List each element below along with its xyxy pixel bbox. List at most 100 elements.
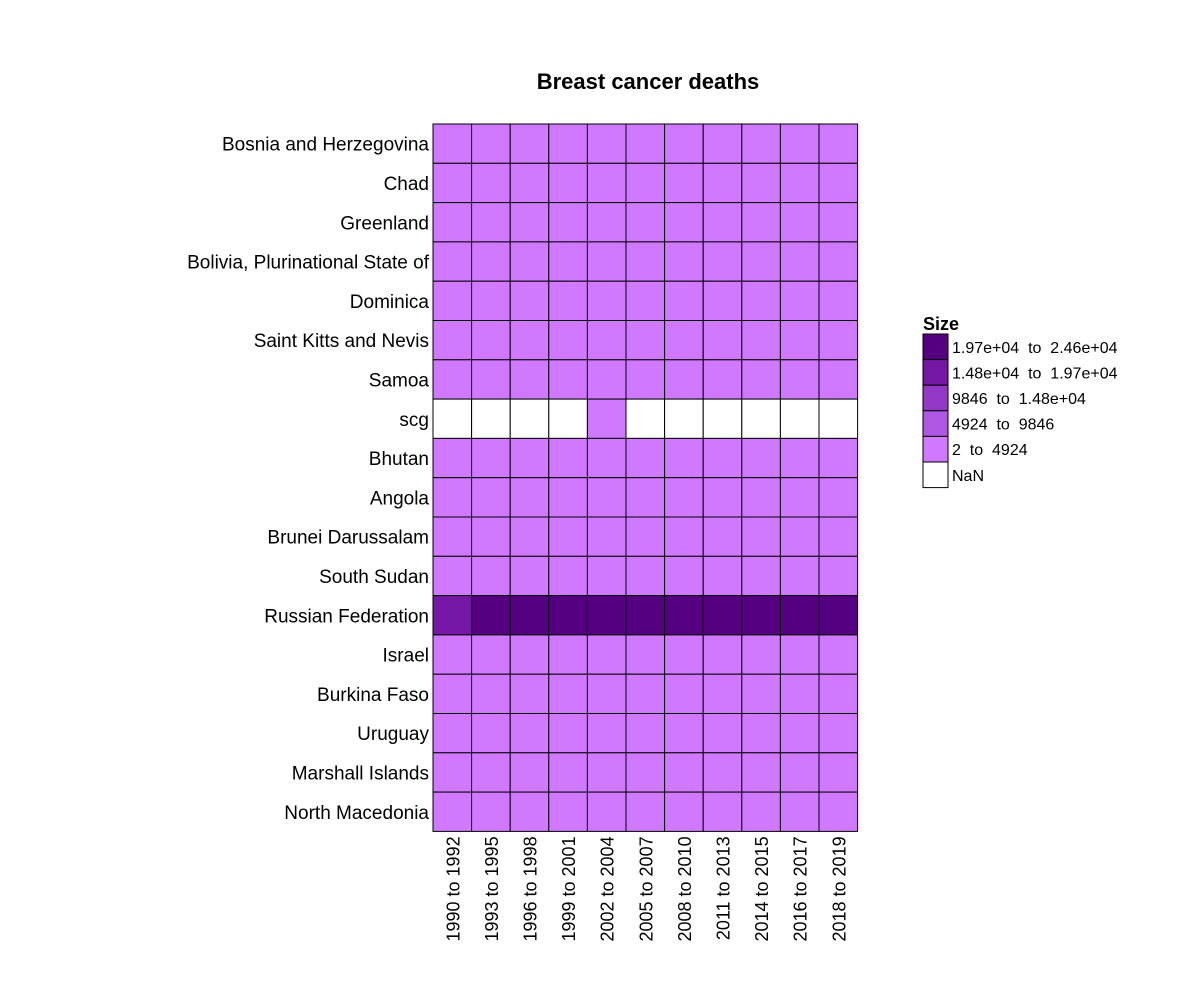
heatmap-cell	[741, 516, 781, 557]
row-label: Brunei Darussalam	[267, 528, 429, 549]
heatmap-cell	[818, 320, 859, 361]
column-labels: 1990 to 1992 1993 to 1995 1996 to 1998 1999…	[443, 836, 849, 941]
heatmap-cell	[509, 359, 550, 400]
heatmap-cell	[548, 752, 588, 793]
heatmap-cell	[779, 123, 820, 164]
column-label: 1999 to 2001	[559, 836, 579, 941]
row-label: Bosnia and Herzegovina	[222, 135, 429, 156]
heatmap-cell	[432, 791, 473, 832]
heatmap-cell	[625, 359, 666, 400]
heatmap-cell	[586, 595, 627, 636]
heatmap-cell	[779, 398, 820, 439]
heatmap-cell	[471, 516, 511, 557]
heatmap-cell	[509, 123, 550, 164]
heatmap-cell	[432, 555, 473, 597]
heatmap-cell	[741, 752, 781, 793]
heatmap-cell	[702, 320, 743, 361]
heatmap-cell	[779, 320, 820, 361]
heatmap-cell	[741, 123, 781, 164]
heatmap-cell	[471, 320, 511, 361]
heatmap-cell	[779, 713, 820, 754]
heatmap-cell	[741, 202, 781, 243]
heatmap-cell	[432, 202, 473, 243]
legend-swatch	[922, 435, 949, 463]
heatmap-cell	[548, 123, 588, 164]
heatmap-cell	[818, 123, 859, 164]
heatmap-cell	[586, 791, 627, 832]
heatmap-cell	[818, 280, 859, 322]
heatmap-cell	[702, 241, 743, 282]
column-label: 2014 to 2015	[752, 836, 772, 941]
heatmap-cells	[432, 123, 859, 832]
heatmap-cell	[432, 516, 473, 557]
heatmap-cell	[586, 320, 627, 361]
column-label: 2011 to 2013	[714, 836, 734, 940]
heatmap-cell	[625, 477, 666, 518]
legend-label: 2 to 4924	[952, 442, 1028, 459]
heatmap-cell	[432, 162, 473, 204]
heatmap-cell	[664, 202, 704, 243]
heatmap-cell	[586, 241, 627, 282]
heatmap-cell	[548, 320, 588, 361]
legend-items: 1.97e+04 to 2.46e+04 1.48e+04 to 1.97e+04…	[922, 333, 1118, 489]
heatmap-cell	[586, 398, 627, 439]
heatmap-cell	[741, 280, 781, 322]
heatmap-cell	[586, 555, 627, 597]
heatmap-cell	[625, 516, 666, 557]
heatmap-cell	[818, 398, 859, 439]
heatmap-cell	[509, 477, 550, 518]
column-label: 1996 to 1998	[521, 836, 541, 941]
heatmap-cell	[548, 673, 588, 715]
heatmap-cell	[548, 437, 588, 479]
heatmap-cell	[779, 241, 820, 282]
heatmap-cell	[818, 241, 859, 282]
heatmap-cell	[625, 791, 666, 832]
heatmap-cell	[471, 280, 511, 322]
heatmap-cell	[471, 437, 511, 479]
heatmap-cell	[702, 398, 743, 439]
heatmap-cell	[779, 555, 820, 597]
heatmap-cell	[625, 555, 666, 597]
heatmap-cell	[702, 634, 743, 675]
heatmap-cell	[471, 673, 511, 715]
heatmap-cell	[702, 752, 743, 793]
heatmap-cell	[702, 791, 743, 832]
heatmap-cell	[548, 516, 588, 557]
row-label: Marshall Islands	[292, 763, 429, 784]
heatmap-cell	[625, 241, 666, 282]
heatmap-cell	[548, 713, 588, 754]
heatmap-cell	[432, 359, 473, 400]
heatmap-cell	[586, 280, 627, 322]
row-label: Greenland	[340, 213, 429, 234]
heatmap-cell	[625, 437, 666, 479]
heatmap-cell	[702, 673, 743, 715]
heatmap-cell	[779, 162, 820, 204]
heatmap-cell	[779, 437, 820, 479]
heatmap-cell	[702, 516, 743, 557]
heatmap-cell	[741, 359, 781, 400]
heatmap-cell	[664, 241, 704, 282]
heatmap-cell	[702, 555, 743, 597]
heatmap-cell	[432, 752, 473, 793]
heatmap-cell	[664, 752, 704, 793]
heatmap-cell	[664, 713, 704, 754]
heatmap-cell	[625, 123, 666, 164]
heatmap-cell	[625, 595, 666, 636]
legend-swatch	[922, 461, 949, 489]
heatmap-cell	[548, 477, 588, 518]
row-label: Russian Federation	[264, 606, 429, 627]
row-label: Israel	[383, 646, 429, 667]
heatmap-cell	[625, 202, 666, 243]
heatmap-cell	[818, 752, 859, 793]
heatmap-cell	[548, 634, 588, 675]
heatmap-cell	[664, 280, 704, 322]
heatmap-cell	[432, 713, 473, 754]
heatmap-cell	[779, 673, 820, 715]
heatmap-cell	[664, 320, 704, 361]
heatmap-cell	[471, 202, 511, 243]
legend-swatch	[922, 333, 949, 361]
heatmap-cell	[509, 398, 550, 439]
heatmap-cell	[818, 437, 859, 479]
heatmap-cell	[664, 516, 704, 557]
